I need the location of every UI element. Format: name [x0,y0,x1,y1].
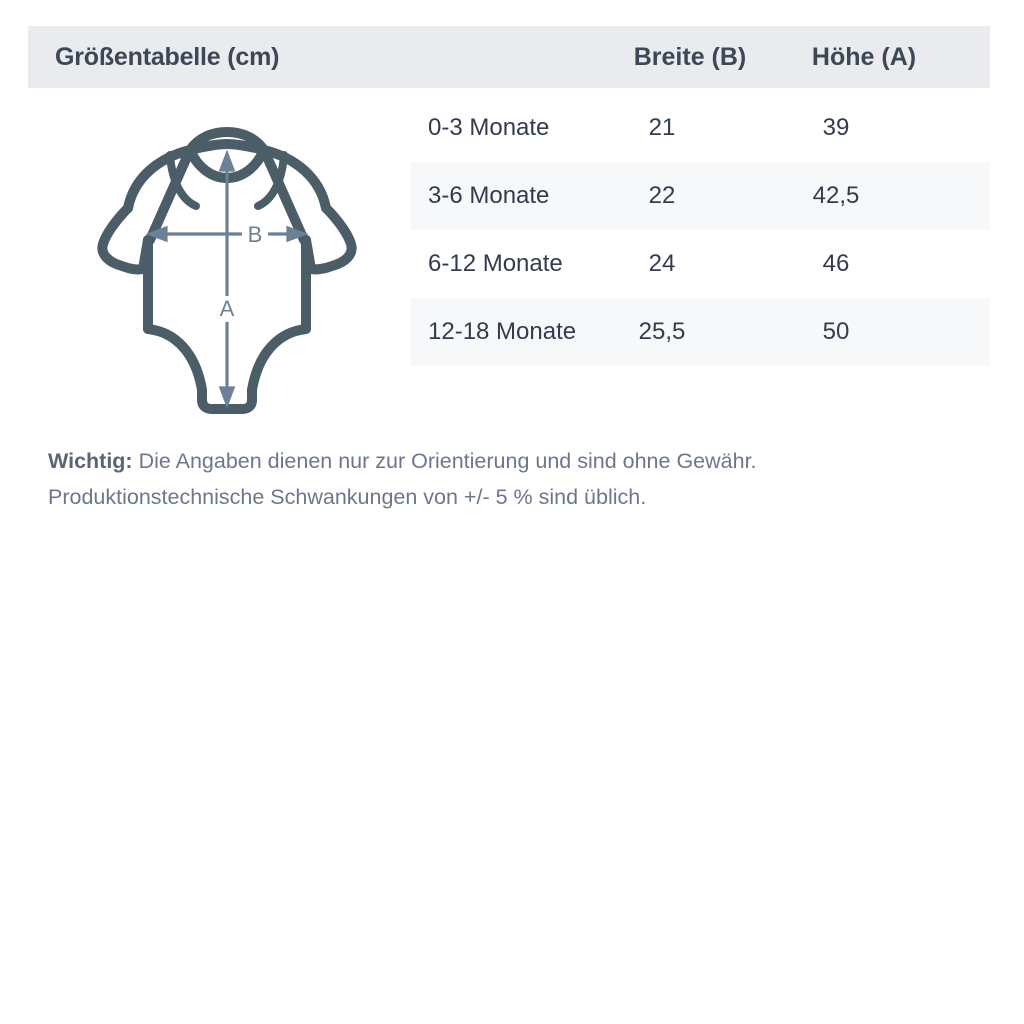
disclaimer-lead: Wichtig: [48,449,133,473]
disclaimer-line-2: Produktionstechnische Schwankungen von +… [48,485,647,509]
table-row: 3-6 Monate 22 42,5 [411,162,990,230]
column-header-width: Breite (B) [633,42,747,71]
cell-width: 22 [648,182,676,209]
height-label: A [220,296,235,321]
table-header-band: Größentabelle (cm) Breite (B) Höhe (A) [28,26,990,88]
cell-height: 46 [822,250,850,277]
disclaimer-line-1: Die Angaben dienen nur zur Orientierung … [132,449,757,473]
cell-height: 50 [822,318,850,345]
width-label: B [248,222,263,247]
measurement-arrows [145,149,309,409]
cell-height: 42,5 [812,182,860,209]
cell-size: 6-12 Monate [428,250,563,277]
cell-width: 24 [648,250,676,277]
size-table: 0-3 Monate 21 39 3-6 Monate 22 42,5 6-12… [411,94,990,366]
height-arrow-head-top [218,149,236,172]
page-title: Größentabelle (cm) [55,42,280,71]
cell-size: 12-18 Monate [428,318,577,345]
table-row: 0-3 Monate 21 39 [411,94,990,162]
disclaimer: Wichtig: Die Angaben dienen nur zur Orie… [48,443,978,515]
cell-height: 39 [822,114,850,141]
cell-size: 0-3 Monate [428,114,550,141]
cell-width: 21 [648,114,676,141]
width-arrow-head-right [286,225,309,243]
cell-size: 3-6 Monate [428,182,550,209]
height-arrow-head-bottom [218,386,236,409]
garment-outline [97,127,357,414]
table-row: 12-18 Monate 25,5 50 [411,298,990,366]
baby-bodysuit-icon: B A [97,127,357,414]
table-row: 6-12 Monate 24 46 [411,230,990,298]
column-header-height: Höhe (A) [811,42,917,71]
cell-width: 25,5 [638,318,686,345]
width-arrow-head-left [145,225,168,243]
bodysuit-illustration: B A [72,122,382,414]
